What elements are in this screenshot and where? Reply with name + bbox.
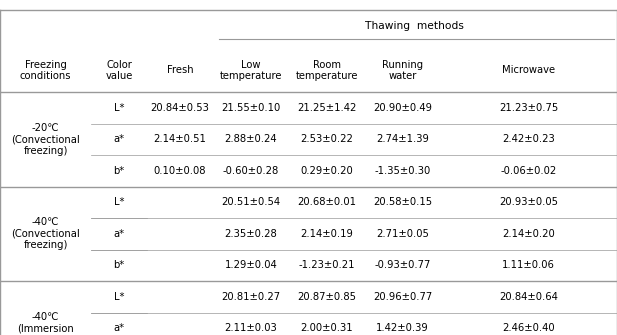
Text: -0.60±0.28: -0.60±0.28 [223,166,279,176]
Text: Fresh: Fresh [167,65,193,75]
Text: Thawing  methods: Thawing methods [365,21,465,31]
Text: -40℃
(Convectional
freezing): -40℃ (Convectional freezing) [11,217,80,251]
Text: 2.14±0.51: 2.14±0.51 [154,134,206,144]
Text: 20.90±0.49: 20.90±0.49 [373,103,432,113]
Text: Running
water: Running water [382,60,423,81]
Text: L*: L* [114,292,125,302]
Text: 20.87±0.85: 20.87±0.85 [297,292,356,302]
Text: a*: a* [114,134,125,144]
Text: b*: b* [114,166,125,176]
Text: 0.29±0.20: 0.29±0.20 [300,166,353,176]
Text: -1.35±0.30: -1.35±0.30 [375,166,431,176]
Text: 1.42±0.39: 1.42±0.39 [376,323,429,333]
Text: 2.46±0.40: 2.46±0.40 [502,323,555,333]
Text: 2.14±0.20: 2.14±0.20 [502,229,555,239]
Text: 2.53±0.22: 2.53±0.22 [300,134,353,144]
Text: 2.74±1.39: 2.74±1.39 [376,134,429,144]
Text: 2.11±0.03: 2.11±0.03 [225,323,277,333]
Text: -40℃
(Immersion
freezing): -40℃ (Immersion freezing) [17,312,74,335]
Text: 20.93±0.05: 20.93±0.05 [499,197,558,207]
Text: 2.00±0.31: 2.00±0.31 [300,323,353,333]
Text: Freezing
conditions: Freezing conditions [20,60,72,81]
Text: 2.35±0.28: 2.35±0.28 [225,229,277,239]
Text: a*: a* [114,229,125,239]
Text: 0.10±0.08: 0.10±0.08 [154,166,206,176]
Text: -0.93±0.77: -0.93±0.77 [375,260,431,270]
Text: 20.58±0.15: 20.58±0.15 [373,197,432,207]
Text: 21.23±0.75: 21.23±0.75 [499,103,558,113]
Text: 20.96±0.77: 20.96±0.77 [373,292,433,302]
Text: -20℃
(Convectional
freezing): -20℃ (Convectional freezing) [11,123,80,156]
Text: 20.51±0.54: 20.51±0.54 [222,197,280,207]
Text: 2.14±0.19: 2.14±0.19 [300,229,353,239]
Text: 1.11±0.06: 1.11±0.06 [502,260,555,270]
Text: 20.84±0.53: 20.84±0.53 [151,103,209,113]
Text: 20.68±0.01: 20.68±0.01 [297,197,356,207]
Text: -1.23±0.21: -1.23±0.21 [299,260,355,270]
Text: 20.84±0.64: 20.84±0.64 [499,292,558,302]
Text: Color
value: Color value [106,60,133,81]
Text: 21.25±1.42: 21.25±1.42 [297,103,357,113]
Text: 2.71±0.05: 2.71±0.05 [376,229,429,239]
Text: 2.88±0.24: 2.88±0.24 [225,134,277,144]
Text: b*: b* [114,260,125,270]
Text: L*: L* [114,197,125,207]
Text: a*: a* [114,323,125,333]
Text: 2.42±0.23: 2.42±0.23 [502,134,555,144]
Text: 21.55±0.10: 21.55±0.10 [221,103,281,113]
Text: 1.29±0.04: 1.29±0.04 [225,260,277,270]
Text: -0.06±0.02: -0.06±0.02 [500,166,557,176]
Text: Room
temperature: Room temperature [296,60,358,81]
Text: 20.81±0.27: 20.81±0.27 [222,292,280,302]
Text: Low
temperature: Low temperature [220,60,282,81]
Text: Microwave: Microwave [502,65,555,75]
Text: L*: L* [114,103,125,113]
